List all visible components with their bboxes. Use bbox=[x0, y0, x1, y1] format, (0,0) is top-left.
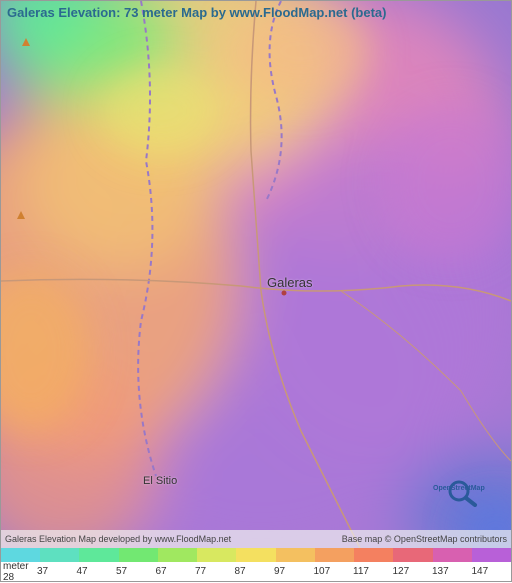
magnifier-icon[interactable]: OpenStreetMap bbox=[447, 479, 483, 512]
legend-seg bbox=[119, 548, 158, 562]
place-label-elsitio: El Sitio bbox=[143, 475, 177, 487]
legend-labels: meter 28 37 47 57 67 77 87 97 107 117 12… bbox=[1, 562, 511, 581]
legend-val: 67 bbox=[156, 566, 196, 577]
map-container: Galeras Elevation: 73 meter Map by www.F… bbox=[0, 0, 512, 582]
elevation-legend: meter 28 37 47 57 67 77 87 97 107 117 12… bbox=[1, 548, 511, 581]
legend-unit: meter 28 bbox=[1, 561, 37, 583]
legend-seg bbox=[158, 548, 197, 562]
legend-seg bbox=[40, 548, 79, 562]
attribution-bar: Galeras Elevation Map developed by www.F… bbox=[1, 530, 511, 548]
legend-val: 127 bbox=[393, 566, 433, 577]
legend-val: 47 bbox=[77, 566, 117, 577]
place-label-galeras: Galeras bbox=[267, 275, 313, 290]
page-title: Galeras Elevation: 73 meter Map by www.F… bbox=[7, 5, 387, 20]
legend-seg bbox=[79, 548, 118, 562]
legend-seg bbox=[472, 548, 511, 562]
legend-val: 107 bbox=[314, 566, 354, 577]
legend-colorbar bbox=[1, 548, 511, 562]
legend-val: 147 bbox=[472, 566, 512, 577]
legend-seg bbox=[354, 548, 393, 562]
legend-seg bbox=[276, 548, 315, 562]
magnifier-label: OpenStreetMap bbox=[433, 485, 485, 492]
legend-val: 97 bbox=[274, 566, 314, 577]
legend-seg bbox=[315, 548, 354, 562]
legend-seg bbox=[197, 548, 236, 562]
legend-val: 137 bbox=[432, 566, 472, 577]
legend-val: 77 bbox=[195, 566, 235, 577]
legend-val: 87 bbox=[235, 566, 275, 577]
attribution-right: Base map © OpenStreetMap contributors bbox=[342, 534, 507, 544]
map-viewport[interactable]: Galeras El Sitio OpenStreetMap bbox=[1, 1, 511, 550]
legend-seg bbox=[433, 548, 472, 562]
legend-seg bbox=[236, 548, 275, 562]
legend-val: 57 bbox=[116, 566, 156, 577]
legend-seg bbox=[393, 548, 432, 562]
terrain-svg bbox=[1, 1, 511, 550]
legend-val: 117 bbox=[353, 566, 393, 577]
attribution-left: Galeras Elevation Map developed by www.F… bbox=[5, 534, 231, 544]
legend-val: 37 bbox=[37, 566, 77, 577]
